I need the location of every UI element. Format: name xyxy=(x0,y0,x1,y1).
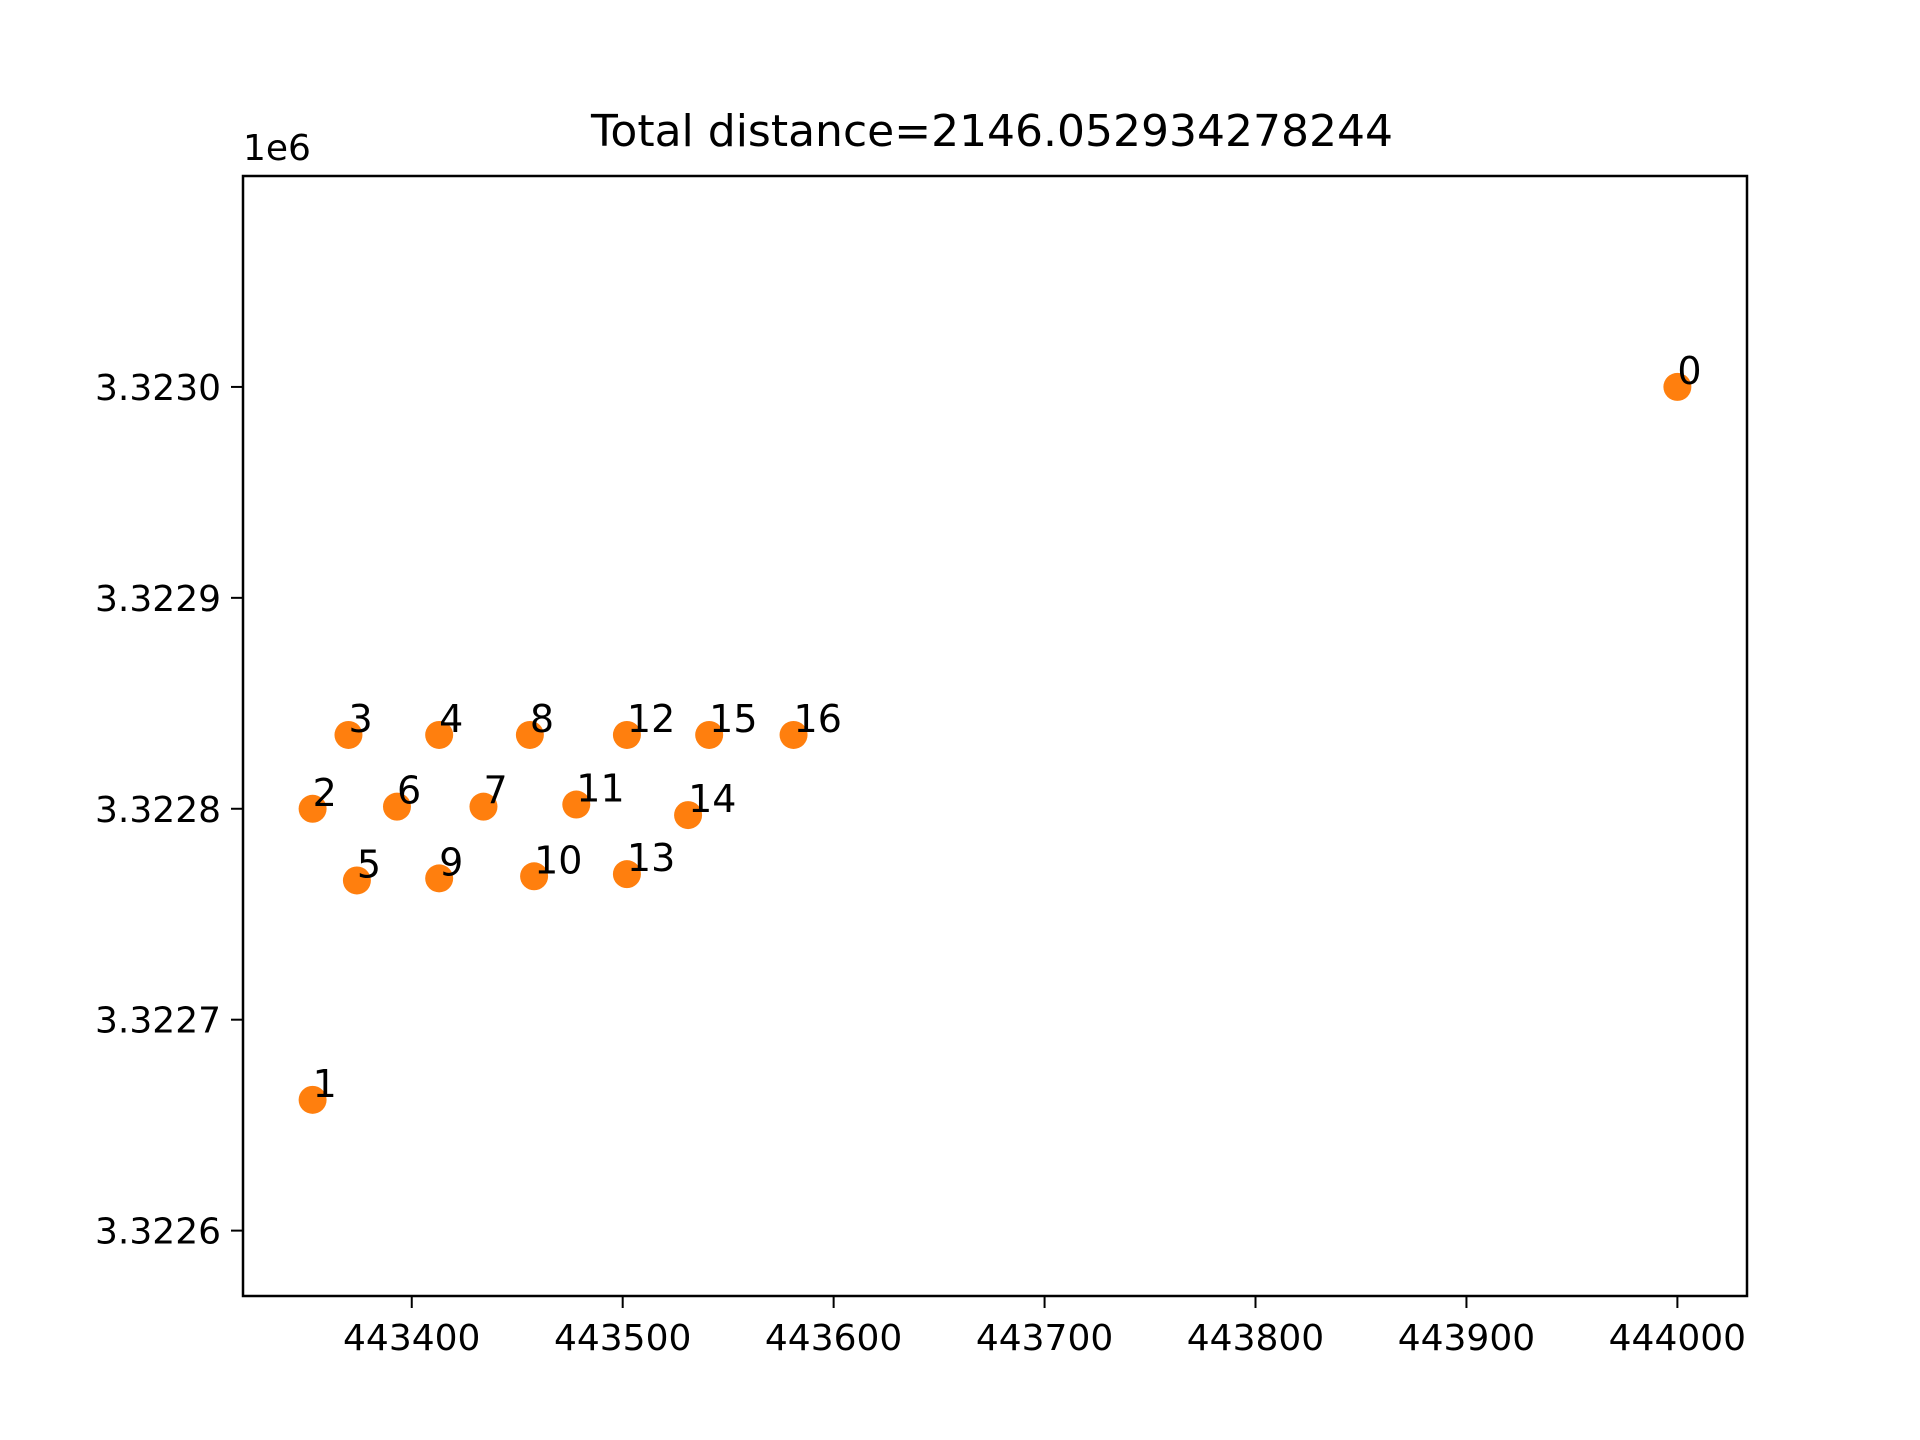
point-10 xyxy=(520,862,549,891)
point-label-2: 2 xyxy=(313,771,337,815)
point-label-8: 8 xyxy=(530,697,554,741)
point-label-5: 5 xyxy=(357,842,381,886)
x-tick-label: 444000 xyxy=(1609,1318,1746,1359)
point-label-10: 10 xyxy=(534,838,582,882)
x-tick-label: 443700 xyxy=(976,1318,1113,1359)
point-16 xyxy=(779,720,808,749)
point-label-12: 12 xyxy=(627,697,675,741)
x-tick-label: 443600 xyxy=(765,1318,902,1359)
point-7 xyxy=(469,792,498,821)
point-label-15: 15 xyxy=(709,697,757,741)
point-5 xyxy=(342,866,371,895)
point-label-9: 9 xyxy=(439,840,463,884)
point-15 xyxy=(695,720,724,749)
point-label-1: 1 xyxy=(313,1062,337,1106)
point-0 xyxy=(1663,372,1692,401)
y-axis-offset-text: 1e6 xyxy=(243,128,311,169)
x-tick-label: 443500 xyxy=(554,1318,691,1359)
y-tick-label: 3.3228 xyxy=(95,790,221,831)
point-label-7: 7 xyxy=(483,769,507,813)
point-label-4: 4 xyxy=(439,697,463,741)
point-13 xyxy=(612,860,641,889)
y-tick-label: 3.3229 xyxy=(95,579,221,620)
y-tick-label: 3.3230 xyxy=(95,368,221,409)
point-3 xyxy=(334,720,363,749)
y-tick-label: 3.3226 xyxy=(95,1212,221,1253)
point-label-11: 11 xyxy=(576,767,624,811)
point-label-13: 13 xyxy=(627,836,675,880)
y-axis-ticks: 3.3226 3.3227 3.3228 3.3229 3.3230 xyxy=(95,368,243,1253)
point-9 xyxy=(425,864,454,893)
point-6 xyxy=(382,792,411,821)
point-12 xyxy=(612,720,641,749)
point-8 xyxy=(515,720,544,749)
point-4 xyxy=(425,720,454,749)
point-1 xyxy=(298,1085,327,1114)
point-2 xyxy=(298,794,327,823)
x-axis-ticks: 443400 443500 443600 443700 443800 443900 4440… xyxy=(343,1296,1746,1359)
point-label-6: 6 xyxy=(397,769,421,813)
point-label-3: 3 xyxy=(348,697,372,741)
chart-title: Total distance=2146.052934278244 xyxy=(590,106,1393,157)
point-label-14: 14 xyxy=(688,777,736,821)
plot-frame xyxy=(241,174,1749,1298)
point-label-0: 0 xyxy=(1677,349,1701,393)
x-tick-label: 443400 xyxy=(343,1318,480,1359)
point-14 xyxy=(674,801,703,830)
x-tick-label: 443900 xyxy=(1398,1318,1535,1359)
point-11 xyxy=(562,790,591,819)
x-tick-label: 443800 xyxy=(1187,1318,1324,1359)
point-label-16: 16 xyxy=(794,697,842,741)
y-tick-label: 3.3227 xyxy=(95,1001,221,1042)
